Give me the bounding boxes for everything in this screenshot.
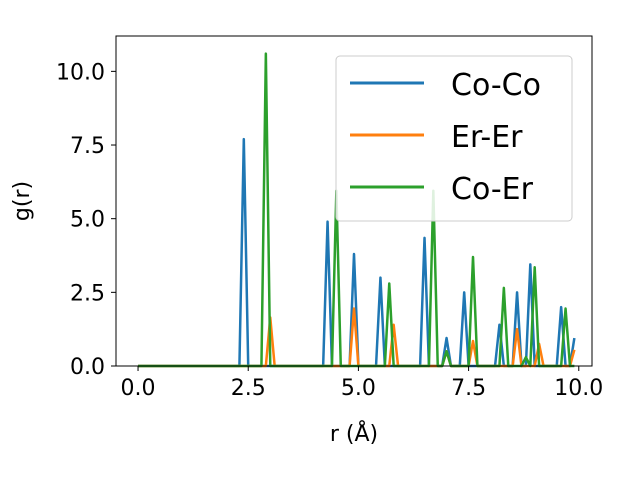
y-tick-label: 0.0	[70, 355, 105, 380]
legend-label-er-er: Er-Er	[451, 120, 523, 155]
x-tick-label: 7.5	[451, 376, 486, 401]
y-tick-label: 7.5	[70, 134, 105, 159]
y-axis-label: g(r)	[10, 181, 35, 221]
y-tick-label: 2.5	[70, 281, 105, 306]
legend-label-co-er: Co-Er	[451, 172, 534, 207]
x-axis-label: r (Å)	[330, 420, 378, 447]
plot-frame	[115, 35, 593, 367]
legend-label-co-co: Co-Co	[451, 68, 541, 103]
legend: Co-Co Er-Er Co-Er	[335, 55, 573, 222]
y-tick-label: 5.0	[70, 208, 105, 233]
x-tick-label: 5.0	[341, 376, 376, 401]
x-tick-label: 2.5	[231, 376, 266, 401]
y-tick-label: 10.0	[56, 60, 105, 85]
legend-box	[335, 55, 573, 222]
x-tick-label: 10.0	[554, 376, 603, 401]
x-axis: 0.0 2.5 5.0 7.5 10.0	[121, 366, 603, 401]
y-axis: 0.0 2.5 5.0 7.5 10.0	[56, 60, 116, 380]
x-tick-label: 0.0	[121, 376, 156, 401]
